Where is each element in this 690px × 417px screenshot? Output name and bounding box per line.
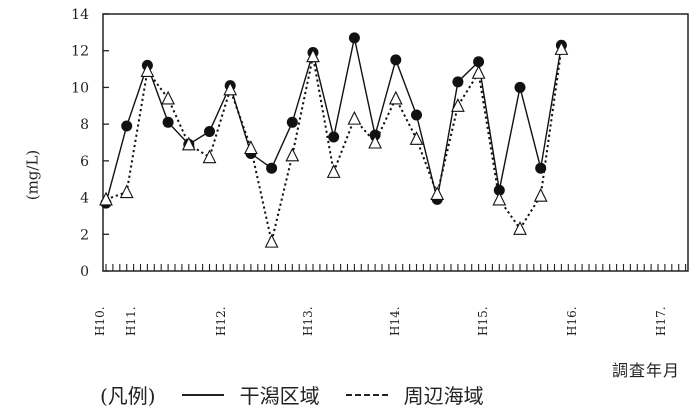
data-point-tidal-flat — [493, 184, 505, 196]
data-point-tidal-flat — [514, 81, 526, 93]
data-point-tidal-flat — [348, 32, 360, 44]
data-point-tidal-flat — [162, 116, 174, 128]
data-point-surrounding-sea — [119, 184, 134, 199]
data-point-surrounding-sea — [533, 188, 548, 202]
data-point-tidal-flat — [286, 116, 298, 128]
x-year-label: H15. — [476, 306, 490, 336]
x-axis-label: 調査年月 — [611, 361, 680, 380]
x-year-label: H12. — [214, 306, 228, 336]
data-point-surrounding-sea — [161, 90, 175, 105]
series-line-tidal-flat — [105, 37, 563, 204]
legend-entry-surrounding-sea: 周辺海域 — [403, 384, 484, 408]
data-point-surrounding-sea — [326, 164, 341, 178]
data-point-surrounding-sea — [409, 131, 424, 145]
x-year-label: H10. — [93, 306, 107, 336]
legend-dashed-line-swatch — [345, 393, 388, 396]
legend-title: (凡例) — [100, 384, 156, 408]
y-tick-label: 14 — [71, 7, 89, 23]
x-year-label: H14. — [388, 306, 402, 336]
y-tick-label: 12 — [71, 44, 89, 60]
y-tick-label: 0 — [80, 264, 89, 280]
data-point-tidal-flat — [328, 131, 340, 143]
data-point-tidal-flat — [266, 162, 278, 174]
x-year-label: H16. — [565, 306, 579, 336]
y-axis-label-text: (mg/L) — [23, 149, 42, 201]
data-point-surrounding-sea — [306, 48, 320, 63]
y-tick-label: 4 — [80, 191, 89, 207]
data-point-tidal-flat — [535, 162, 547, 174]
data-point-surrounding-sea — [202, 149, 217, 164]
data-point-tidal-flat — [473, 56, 485, 68]
series-line-surrounding-sea — [105, 48, 563, 242]
y-tick-label: 6 — [80, 154, 89, 170]
data-point-surrounding-sea — [554, 41, 569, 55]
x-year-label: H11. — [124, 306, 138, 336]
data-point-surrounding-sea — [140, 63, 155, 77]
data-point-surrounding-sea — [285, 147, 300, 162]
y-tick-label: 10 — [71, 80, 89, 96]
data-point-surrounding-sea — [451, 98, 465, 112]
data-point-tidal-flat — [411, 109, 422, 121]
data-point-surrounding-sea — [471, 65, 486, 79]
data-point-surrounding-sea — [244, 140, 258, 155]
data-point-surrounding-sea — [99, 191, 113, 206]
data-point-surrounding-sea — [347, 110, 362, 125]
data-point-surrounding-sea — [430, 186, 445, 200]
data-point-surrounding-sea — [492, 191, 507, 206]
data-point-surrounding-sea — [264, 233, 279, 248]
data-point-surrounding-sea — [388, 90, 403, 105]
x-year-label: H17. — [654, 306, 668, 336]
data-point-surrounding-sea — [181, 136, 196, 151]
y-tick-label: 2 — [80, 227, 89, 243]
data-point-surrounding-sea — [368, 134, 382, 149]
data-point-tidal-flat — [390, 54, 402, 66]
data-point-tidal-flat — [452, 76, 464, 88]
legend: (凡例) 干潟区域 周辺海域 — [100, 380, 484, 409]
data-point-tidal-flat — [204, 125, 215, 137]
data-point-tidal-flat — [121, 120, 133, 132]
y-axis-label: (mg/L) — [18, 115, 46, 235]
legend-solid-line-swatch — [181, 393, 224, 396]
data-point-surrounding-sea — [513, 221, 527, 235]
y-tick-label: 8 — [80, 117, 89, 133]
legend-entry-tidal-flat: 干潟区域 — [239, 384, 320, 408]
x-year-label: H13. — [301, 306, 315, 336]
data-point-surrounding-sea — [223, 81, 238, 96]
